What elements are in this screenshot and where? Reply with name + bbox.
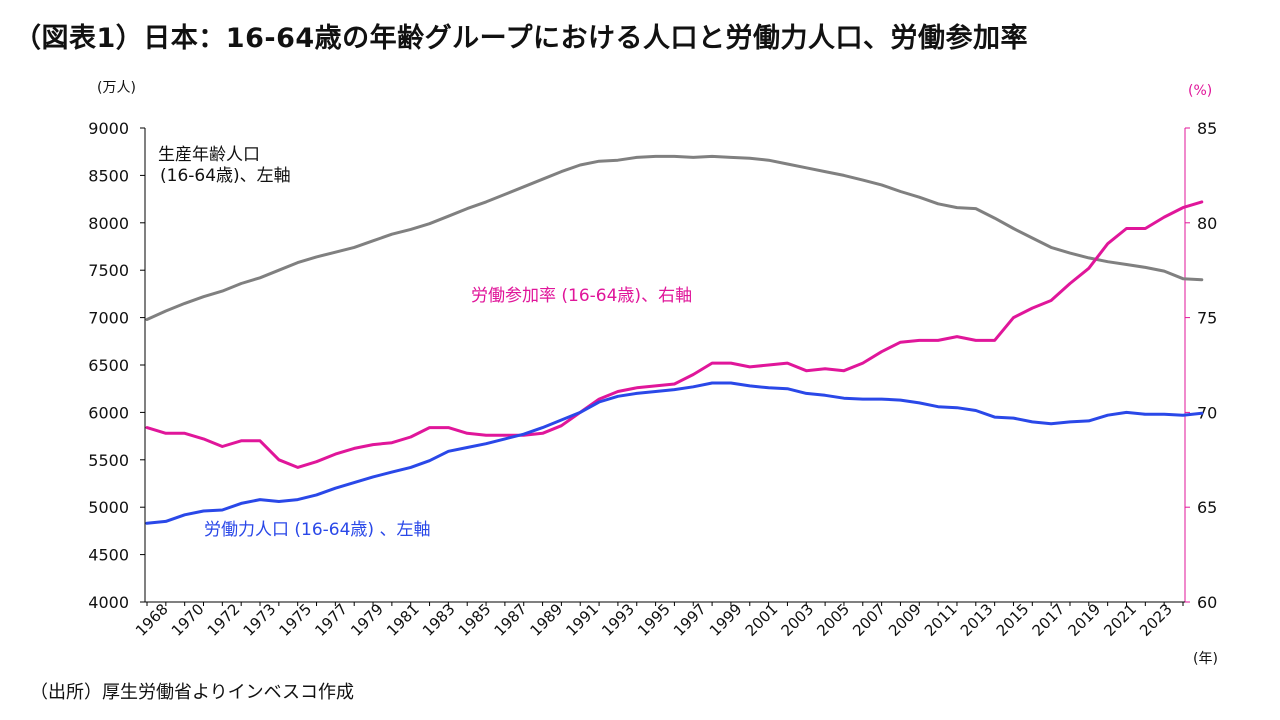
right-axis-tick-label: 65 bbox=[1197, 498, 1217, 517]
left-axis-tick-label: 8000 bbox=[88, 214, 129, 233]
x-axis-tick-label: 1993 bbox=[598, 600, 638, 640]
x-axis-tick-label: 1987 bbox=[491, 600, 531, 640]
right-axis-unit: (%) bbox=[1188, 83, 1212, 99]
left-axis-tick-label: 4500 bbox=[88, 546, 129, 565]
x-axis-tick-label: 1970 bbox=[168, 600, 208, 640]
left-axis-unit: (万人) bbox=[97, 80, 136, 96]
x-axis-tick-label: 2005 bbox=[813, 600, 853, 640]
x-axis-tick-label: 1981 bbox=[383, 600, 423, 640]
x-axis-tick-label: 1968 bbox=[132, 600, 172, 640]
right-axis-tick-label: 75 bbox=[1197, 309, 1217, 328]
x-axis-tick-label: 2013 bbox=[957, 600, 997, 640]
series-line-working-age-population bbox=[145, 154, 1204, 321]
x-axis-tick-label: 2017 bbox=[1029, 600, 1069, 640]
x-axis-unit: (年) bbox=[1193, 651, 1218, 667]
series-line-labor-force bbox=[145, 381, 1204, 525]
x-axis-tick-label: 1995 bbox=[634, 600, 674, 640]
x-axis-tick-label: 1989 bbox=[527, 600, 567, 640]
x-axis-tick-label: 2011 bbox=[921, 600, 961, 640]
left-axis-tick-label: 6000 bbox=[88, 403, 129, 422]
x-axis-tick-label: 1997 bbox=[670, 600, 710, 640]
x-axis-tick-label: 1985 bbox=[455, 600, 495, 640]
left-axis-tick-label: 7000 bbox=[88, 309, 129, 328]
legend-participation-rate: 労働参加率 (16-64歳)、右軸 bbox=[471, 286, 692, 306]
left-axis-tick-label: 5000 bbox=[88, 498, 129, 517]
x-axis-tick-label: 1973 bbox=[240, 600, 280, 640]
x-axis-tick-label: 1983 bbox=[419, 600, 459, 640]
source-note: （出所）厚生労働省よりインベスコ作成 bbox=[30, 682, 354, 703]
x-axis-tick-label: 2023 bbox=[1136, 600, 1176, 640]
legend-working-age-population-line2: (16-64歳)、左軸 bbox=[160, 166, 291, 186]
chart-title: （図表1）日本：16-64歳の年齢グループにおける人口と労働力人口、労働参加率 bbox=[14, 23, 1029, 54]
left-axis-tick-label: 9000 bbox=[88, 119, 129, 138]
x-axis-tick-label: 1977 bbox=[311, 600, 351, 640]
x-axis-tick-label: 2021 bbox=[1100, 600, 1140, 640]
right-axis-tick-label: 85 bbox=[1197, 119, 1217, 138]
right-axis-tick-label: 70 bbox=[1197, 403, 1217, 422]
left-axis-tick-label: 6500 bbox=[88, 356, 129, 375]
x-axis-tick-label: 2003 bbox=[778, 600, 818, 640]
left-axis-tick-label: 4000 bbox=[88, 593, 129, 612]
x-axis-tick-label: 2001 bbox=[742, 600, 782, 640]
x-axis-tick-label: 2019 bbox=[1064, 600, 1104, 640]
x-axis-tick-label: 1991 bbox=[562, 600, 602, 640]
x-axis-tick-label: 1972 bbox=[204, 600, 244, 640]
legend-labor-force: 労働力人口 (16-64歳) 、左軸 bbox=[204, 520, 430, 540]
legend-working-age-population-line1: 生産年齢人口 bbox=[158, 145, 260, 165]
left-axis-tick-label: 7500 bbox=[88, 261, 129, 280]
left-axis-tick-label: 5500 bbox=[88, 451, 129, 470]
x-axis-tick-label: 2015 bbox=[993, 600, 1033, 640]
x-axis-tick-label: 2007 bbox=[849, 600, 889, 640]
right-axis-tick-label: 80 bbox=[1197, 214, 1217, 233]
series-line-participation-rate bbox=[145, 200, 1204, 469]
right-axis-tick-label: 60 bbox=[1197, 593, 1217, 612]
x-axis-tick-label: 1999 bbox=[706, 600, 746, 640]
left-axis-tick-label: 8500 bbox=[88, 166, 129, 185]
x-axis-tick-label: 1979 bbox=[347, 600, 387, 640]
x-axis-tick-label: 2009 bbox=[885, 600, 925, 640]
x-axis-tick-label: 1975 bbox=[275, 600, 315, 640]
